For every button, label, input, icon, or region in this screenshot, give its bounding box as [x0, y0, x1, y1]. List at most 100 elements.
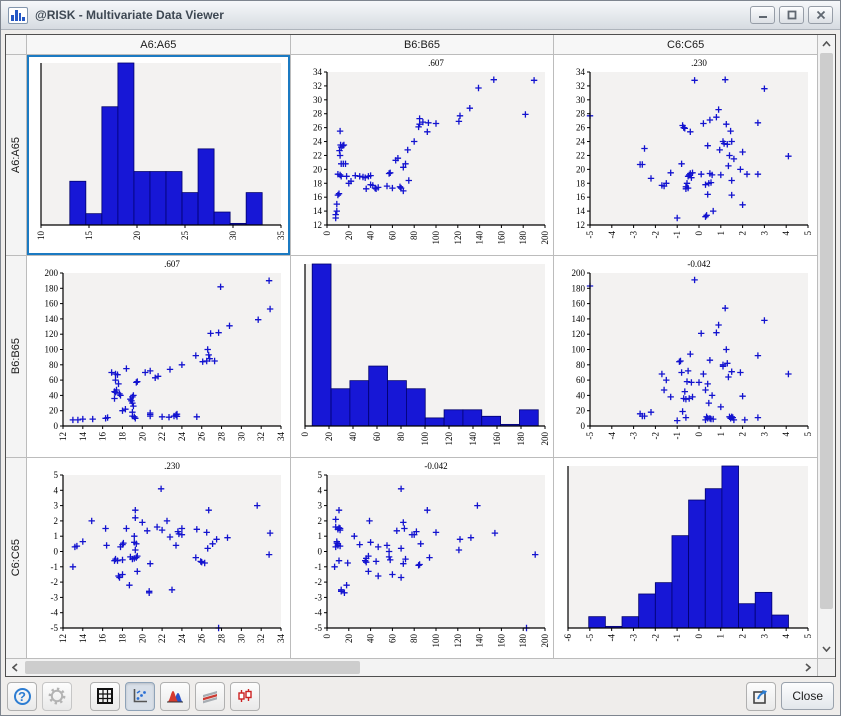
- svg-text:1: 1: [716, 634, 726, 639]
- maximize-button[interactable]: [779, 6, 804, 24]
- svg-text:-2: -2: [651, 231, 661, 239]
- svg-text:5: 5: [317, 470, 322, 480]
- svg-text:2: 2: [738, 432, 748, 437]
- svg-text:30: 30: [576, 95, 586, 105]
- chart-canvas: -0.042 -5 -4 -3 -2 -1 0 1 2 3 4 5 0 20 40 60 80 100 120 140…: [314, 461, 550, 648]
- svg-text:26: 26: [313, 123, 323, 133]
- svg-text:5: 5: [803, 231, 813, 236]
- svg-text:180: 180: [572, 284, 586, 294]
- plot-cell-b-a-scatter[interactable]: .607 0 20 40 60 80 100 120 140 160 180 200 12 14 16 18 2…: [27, 256, 291, 458]
- svg-text:100: 100: [572, 345, 586, 355]
- plot-cell-a-b-scatter[interactable]: .607 12 14 16 18 20 22 24 26 28 30 32 34 0 20 40 60 80 100…: [290, 55, 555, 257]
- column-header-c[interactable]: C6:C65: [554, 35, 818, 55]
- settings-gear-icon: [48, 687, 66, 705]
- svg-text:140: 140: [45, 314, 59, 324]
- svg-text:28: 28: [217, 633, 227, 643]
- row-header-a[interactable]: A6:A65: [6, 55, 27, 257]
- svg-text:35: 35: [276, 231, 286, 241]
- svg-text:4: 4: [782, 432, 792, 437]
- column-header-a[interactable]: A6:A65: [27, 35, 291, 55]
- svg-text:-0.042: -0.042: [688, 259, 711, 269]
- scroll-left-button[interactable]: [6, 658, 23, 676]
- close-window-button[interactable]: [808, 6, 833, 24]
- svg-text:80: 80: [576, 360, 586, 370]
- plot-cell-c-b-scatter[interactable]: -0.042 -5 -4 -3 -2 -1 0 1 2 3 4 5 0 20 40 60 80 100 120 140…: [290, 457, 555, 659]
- svg-text:16: 16: [576, 192, 586, 202]
- table-view-button[interactable]: [90, 681, 120, 711]
- scatter-matrix-view-button[interactable]: [125, 681, 155, 711]
- svg-text:1: 1: [716, 432, 726, 437]
- horizontal-scroll-thumb[interactable]: [25, 660, 360, 674]
- svg-text:40: 40: [576, 391, 586, 401]
- svg-text:20: 20: [137, 432, 147, 442]
- plot-cell-b-c-scatter[interactable]: -0.042 0 20 40 60 80 100 120 140 160 180 200 -5 -4 -3-…: [554, 256, 818, 458]
- title-bar[interactable]: @RISK - Multivariate Data Viewer: [1, 1, 840, 30]
- svg-text:80: 80: [409, 633, 419, 643]
- svg-text:20: 20: [324, 432, 334, 442]
- svg-text:120: 120: [452, 231, 462, 245]
- svg-text:20: 20: [576, 406, 586, 416]
- svg-text:26: 26: [197, 432, 207, 442]
- row-header-c[interactable]: C6:C65: [6, 457, 27, 659]
- svg-text:18: 18: [576, 178, 586, 188]
- maximize-icon: [787, 10, 796, 20]
- plot-cell-c-c-histogram[interactable]: -6 -5 -4 -3 -2 -1 0 1 2 3 4 5: [554, 457, 818, 659]
- column-header-b[interactable]: B6:B65: [290, 35, 555, 55]
- help-button[interactable]: ?: [7, 681, 37, 711]
- plot-cell-a-a-histogram[interactable]: 10 15 20 25 30 35: [27, 55, 291, 257]
- svg-text:160: 160: [572, 299, 586, 309]
- svg-text:.607: .607: [164, 259, 180, 269]
- svg-text:20: 20: [49, 406, 59, 416]
- svg-text:2: 2: [317, 516, 322, 526]
- svg-text:3: 3: [760, 231, 770, 236]
- svg-text:140: 140: [572, 314, 586, 324]
- svg-text:20: 20: [343, 633, 353, 643]
- close-button[interactable]: Close: [781, 682, 834, 710]
- plot-cell-a-c-scatter[interactable]: .230 12 14 16 18 20 22 24 26 28 30 32 34 -5 -4 -3 -2 -1 0 1…: [554, 55, 818, 257]
- box-plot-view-icon: [238, 689, 252, 702]
- svg-text:-0.042: -0.042: [424, 461, 447, 471]
- svg-text:100: 100: [420, 432, 430, 446]
- svg-text:.607: .607: [428, 58, 444, 68]
- svg-text:2: 2: [54, 516, 59, 526]
- svg-text:0: 0: [54, 546, 59, 556]
- bottom-toolbar: ?: [1, 677, 840, 715]
- scroll-down-button[interactable]: [817, 640, 835, 658]
- svg-text:160: 160: [496, 633, 506, 647]
- minimize-button[interactable]: [750, 6, 775, 24]
- svg-text:30: 30: [236, 633, 246, 643]
- svg-text:14: 14: [576, 206, 586, 216]
- box-plot-view-button[interactable]: [230, 681, 260, 711]
- matrix-corner-cell: [6, 35, 27, 55]
- svg-text:-1: -1: [673, 432, 683, 440]
- svg-text:160: 160: [492, 432, 502, 446]
- svg-text:34: 34: [576, 67, 586, 77]
- pattern-view-button[interactable]: [195, 681, 225, 711]
- horizontal-scrollbar[interactable]: [6, 658, 818, 676]
- svg-text:-5: -5: [314, 623, 322, 633]
- svg-text:0: 0: [694, 231, 704, 236]
- svg-text:28: 28: [576, 109, 586, 119]
- settings-button[interactable]: [42, 681, 72, 711]
- svg-text:0: 0: [300, 432, 310, 437]
- vertical-scroll-thumb[interactable]: [819, 53, 833, 609]
- table-view-icon: [97, 688, 113, 704]
- minimize-icon: [758, 16, 767, 18]
- plot-cell-c-a-scatter[interactable]: .230 -5 -4 -3 -2 -1 0 1 2 3 4 5 12 14 16 18 20 22 24 26 28 30…: [27, 457, 291, 659]
- svg-text:.230: .230: [164, 461, 180, 471]
- scroll-up-button[interactable]: [817, 35, 835, 52]
- svg-text:14: 14: [313, 206, 323, 216]
- chevron-down-icon: [822, 646, 831, 653]
- plot-cell-b-b-histogram[interactable]: 0 20 40 60 80 100 120 140 160 180 200: [290, 256, 555, 458]
- vertical-scrollbar[interactable]: [817, 35, 835, 659]
- distribution-overlay-view-button[interactable]: [160, 681, 190, 711]
- export-button[interactable]: [746, 681, 777, 711]
- svg-text:-3: -3: [629, 432, 639, 440]
- scroll-right-button[interactable]: [799, 658, 817, 676]
- svg-text:-3: -3: [51, 592, 59, 602]
- svg-text:28: 28: [313, 109, 323, 119]
- svg-text:18: 18: [313, 178, 323, 188]
- row-header-b[interactable]: B6:B65: [6, 256, 27, 458]
